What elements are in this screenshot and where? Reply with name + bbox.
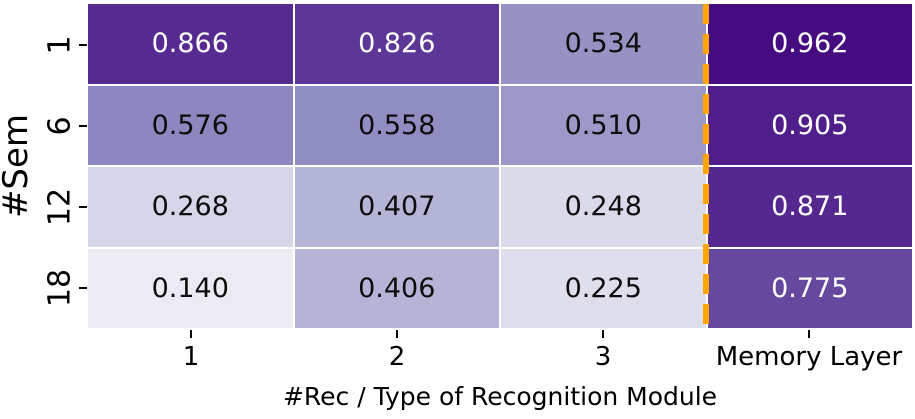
x-tick-label: 1 bbox=[182, 342, 200, 372]
y-tick-label: 6 bbox=[42, 115, 78, 136]
heatmap-cell: 0.406 bbox=[294, 248, 499, 328]
x-axis-tick bbox=[808, 330, 810, 338]
cell-value: 0.775 bbox=[771, 272, 849, 304]
x-axis-tick bbox=[190, 330, 192, 338]
memory-layer-divider-line bbox=[703, 4, 709, 328]
x-tick-label: 2 bbox=[388, 342, 406, 372]
cell-value: 0.407 bbox=[358, 191, 436, 223]
cell-value: 0.248 bbox=[564, 191, 642, 223]
x-tick-label: Memory Layer bbox=[715, 342, 903, 372]
heatmap-cell: 0.775 bbox=[707, 248, 912, 328]
y-axis-title: #Sem bbox=[0, 113, 36, 219]
y-tick-label: 1 bbox=[42, 34, 78, 55]
heatmap-cell: 0.962 bbox=[707, 4, 912, 84]
heatmap-cell: 0.826 bbox=[294, 4, 499, 84]
x-axis-title: #Rec / Type of Recognition Module bbox=[282, 382, 718, 411]
cell-value: 0.558 bbox=[358, 109, 436, 141]
cell-value: 0.406 bbox=[358, 272, 436, 304]
x-axis-tick bbox=[396, 330, 398, 338]
heatmap-cell: 0.905 bbox=[707, 85, 912, 165]
cell-value: 0.576 bbox=[151, 109, 229, 141]
heatmap-cell: 0.576 bbox=[88, 85, 293, 165]
x-axis-tick bbox=[602, 330, 604, 338]
heatmap-cell: 0.510 bbox=[501, 85, 706, 165]
y-axis-tick bbox=[79, 43, 87, 46]
cell-value: 0.140 bbox=[151, 272, 229, 304]
heatmap-cell: 0.248 bbox=[501, 167, 706, 247]
y-axis-tick bbox=[79, 205, 87, 208]
cell-value: 0.962 bbox=[771, 28, 849, 60]
heatmap-cell: 0.225 bbox=[501, 248, 706, 328]
y-tick-label: 12 bbox=[42, 187, 78, 226]
cell-value: 0.534 bbox=[564, 28, 642, 60]
y-axis-tick bbox=[79, 286, 87, 289]
cell-value: 0.871 bbox=[771, 191, 849, 223]
cell-value: 0.905 bbox=[771, 109, 849, 141]
heatmap-cell: 0.871 bbox=[707, 167, 912, 247]
y-tick-label: 18 bbox=[42, 268, 78, 307]
cell-value: 0.866 bbox=[151, 28, 229, 60]
heatmap-grid: 0.866 0.826 0.534 0.962 0.576 0.558 0.510 0.905… bbox=[88, 4, 912, 328]
cell-value: 0.826 bbox=[358, 28, 436, 60]
y-axis-tick bbox=[79, 124, 87, 127]
cell-value: 0.268 bbox=[151, 191, 229, 223]
cell-value: 0.225 bbox=[564, 272, 642, 304]
heatmap-cell: 0.407 bbox=[294, 167, 499, 247]
heatmap-cell: 0.140 bbox=[88, 248, 293, 328]
heatmap-cell: 0.534 bbox=[501, 4, 706, 84]
heatmap-cell: 0.866 bbox=[88, 4, 293, 84]
x-tick-label: 3 bbox=[594, 342, 612, 372]
heatmap-cell: 0.558 bbox=[294, 85, 499, 165]
heatmap-cell: 0.268 bbox=[88, 167, 293, 247]
cell-value: 0.510 bbox=[564, 109, 642, 141]
